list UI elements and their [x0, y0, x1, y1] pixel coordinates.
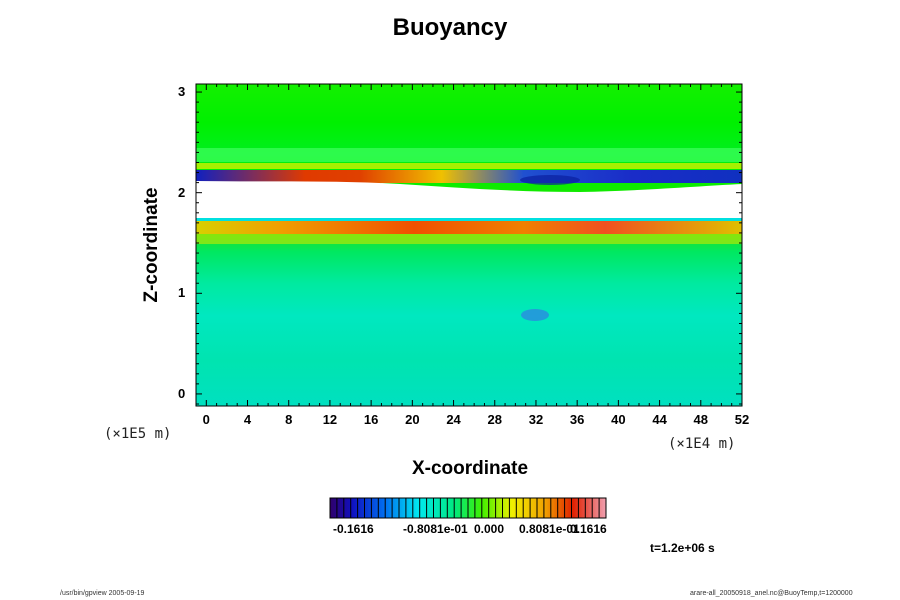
x-tick-label: 52: [734, 412, 750, 427]
y-tick-label: 2: [178, 184, 186, 200]
x-tick-label: 24: [446, 412, 461, 427]
cold-blob-2: [520, 175, 580, 185]
colorbar-tick-label: -0.1616: [333, 522, 374, 536]
colorbar-tick-label: 0.1616: [570, 522, 607, 536]
y-tick-marks: [196, 91, 742, 405]
y-tick-label: 3: [178, 84, 186, 100]
x-axis-label: X-coordinate: [411, 458, 529, 479]
y-tick-label: 1: [178, 285, 186, 301]
upper-light-band: [196, 148, 742, 162]
x-tick-label: 48: [693, 412, 709, 427]
time-label: t=1.2e+06 s: [650, 541, 715, 555]
field-background: [196, 84, 742, 406]
x-tick-label: 20: [405, 412, 420, 427]
y-axis-label: Z-coordinate: [141, 187, 162, 303]
gap-lower-edge: [196, 218, 742, 221]
plot-frame: [195, 83, 743, 407]
cold-band: [196, 170, 742, 183]
warm-band-fade: [196, 234, 742, 244]
footer-right: arare-all_20050918_anel.nc@BuoyTemp,t=12…: [690, 590, 853, 597]
x-tick-label: 40: [611, 412, 626, 427]
x-tick-label: 36: [569, 412, 585, 427]
x-tick-label: 4: [243, 412, 252, 427]
chart-title: Buoyancy: [392, 14, 508, 41]
x-tick-marks: [205, 84, 743, 406]
x-unit-label: (×1E4 m): [668, 436, 736, 452]
x-tick-label: 32: [528, 412, 544, 427]
colorbar-tick-label: 0.000: [474, 522, 505, 536]
cold-blob: [521, 309, 549, 321]
x-tick-label: 8: [285, 412, 293, 427]
y-unit-label: (×1E5 m): [104, 426, 172, 442]
upper-gap-edge: [196, 181, 742, 218]
colorbar-tick-marks: [336, 498, 600, 518]
x-tick-label: 12: [322, 412, 338, 427]
x-tick-label: 44: [652, 412, 667, 427]
warm-band: [196, 221, 742, 234]
x-tick-label: 0: [202, 412, 210, 427]
y-tick-label: 0: [178, 385, 186, 401]
footer-left: /usr/bin/gpview 2005-09-19: [60, 590, 145, 597]
colorbar-tick-label: 0.8081e-01: [519, 522, 580, 536]
x-tick-label: 16: [363, 412, 379, 427]
yellow-band: [196, 163, 742, 169]
x-tick-label: 28: [487, 412, 502, 427]
colorbar-tick-label: -0.8081e-01: [403, 522, 468, 536]
